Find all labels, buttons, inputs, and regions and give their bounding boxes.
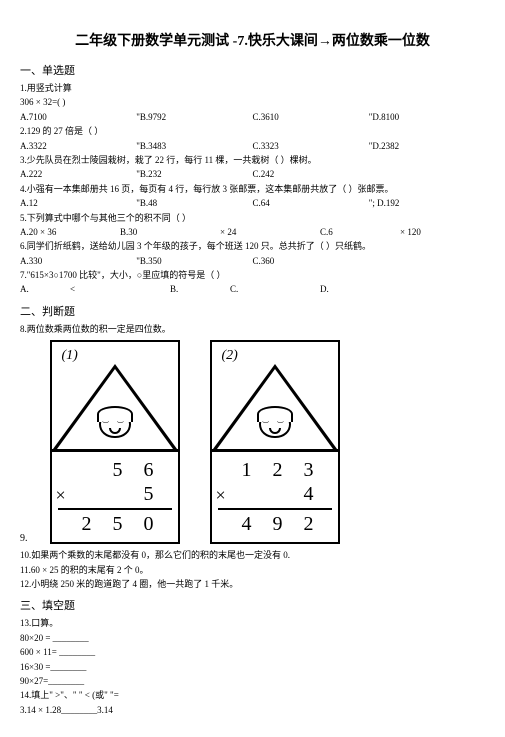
q7-opt-b: < bbox=[70, 282, 170, 296]
section-3-heading: 三、填空题 bbox=[20, 597, 485, 613]
figure-2-roof: ︶ ︶ bbox=[212, 364, 338, 449]
calc-3: 16×30 =________ bbox=[20, 660, 485, 674]
q9-label: 9. bbox=[20, 533, 28, 544]
times-icon: × bbox=[216, 485, 234, 507]
q3-opt-c: C.242 bbox=[253, 167, 369, 181]
figure-1-line2: 5 bbox=[144, 482, 162, 506]
q1-stem: 1.用竖式计算 bbox=[20, 81, 485, 95]
figure-2-calc: 1 2 3 × 4 4 9 2 bbox=[212, 452, 338, 542]
q2-options: A.3322 "B.3483 C.3323 "D.2382 bbox=[20, 139, 485, 153]
q4-opt-d: "; D.192 bbox=[369, 196, 485, 210]
q6-opt-d bbox=[369, 254, 485, 268]
q3-opt-b: "B.232 bbox=[136, 167, 252, 181]
q3-stem: 3.少先队员在烈士陵园栽树，栽了 22 行，每行 11 棵，一共栽树（ ）棵树。 bbox=[20, 153, 485, 167]
q1-opt-b: "B.9792 bbox=[136, 110, 252, 124]
q12-stem: 12.小明绕 250 米的跑道跑了 4 圈，他一共跑了 1 千米。 bbox=[20, 577, 485, 591]
q4-opt-a: A.12 bbox=[20, 196, 136, 210]
q6-opt-b: "B.350 bbox=[136, 254, 252, 268]
q6-options: A.330 "B.350 C.360 bbox=[20, 254, 485, 268]
q5-opt-d: C.6 bbox=[320, 225, 400, 239]
times-icon: × bbox=[56, 485, 74, 507]
figure-2-line3: 4 9 2 bbox=[222, 512, 328, 536]
figure-2-line1: 1 2 3 bbox=[222, 458, 328, 482]
q4-options: A.12 "B.48 C.64 "; D.192 bbox=[20, 196, 485, 210]
calc-4: 90×27=________ bbox=[20, 674, 485, 688]
q5-opt-c: × 24 bbox=[220, 225, 320, 239]
q2-opt-a: A.3322 bbox=[20, 139, 136, 153]
q5-opt-b: B.30 bbox=[120, 225, 220, 239]
figure-row: (1) ︶ ︶ 5 6 × 5 2 5 0 (2) ︶ ︶ bbox=[50, 340, 340, 544]
figure-1: (1) ︶ ︶ 5 6 × 5 2 5 0 bbox=[50, 340, 180, 544]
q1-options: A.7100 "B.9792 C.3610 "D.8100 bbox=[20, 110, 485, 124]
figure-2-num: (2) bbox=[212, 348, 338, 364]
figure-1-calc: 5 6 × 5 2 5 0 bbox=[52, 452, 178, 542]
q6-opt-a: A.330 bbox=[20, 254, 136, 268]
q1-opt-d: "D.8100 bbox=[369, 110, 485, 124]
q14-stem: 14.填上" >"、" " < (或" "= bbox=[20, 688, 485, 702]
q4-stem: 4.小强有一本集邮册共 16 页，每页有 4 行，每行放 3 张邮票，这本集邮册… bbox=[20, 182, 485, 196]
figure-1-num: (1) bbox=[52, 348, 178, 364]
q5-opt-e: × 120 bbox=[400, 225, 460, 239]
q6-stem: 6.同学们折纸鹤，送给幼儿园 3 个年级的孩子，每个班送 120 只。总共折了（… bbox=[20, 239, 485, 253]
q6-opt-c: C.360 bbox=[253, 254, 369, 268]
q7-opt-c: C. bbox=[230, 282, 320, 296]
page-title: 二年级下册数学单元测试 -7.快乐大课间→两位数乘一位数 bbox=[20, 30, 485, 50]
q4-opt-b: "B.48 bbox=[136, 196, 252, 210]
q2-stem: 2.129 的 27 倍是（ ） bbox=[20, 124, 485, 138]
q1-sub: 306 × 32=( ) bbox=[20, 95, 485, 109]
q5-stem: 5.下列算式中哪个与其他三个的积不同（ ） bbox=[20, 211, 485, 225]
figure-2-line2: 4 bbox=[304, 482, 322, 506]
q7-opt-a: A. bbox=[20, 282, 70, 296]
q11-stem: 11.60 × 25 的积的末尾有 2 个 0。 bbox=[20, 563, 485, 577]
q3-options: A.222 "B.232 C.242 bbox=[20, 167, 485, 181]
q2-opt-b: "B.3483 bbox=[136, 139, 252, 153]
q3-opt-a: A.222 bbox=[20, 167, 136, 181]
calc-1: 80×20 = ________ bbox=[20, 631, 485, 645]
section-2-heading: 二、判断题 bbox=[20, 303, 485, 319]
q2-opt-d: "D.2382 bbox=[369, 139, 485, 153]
q8-stem: 8.两位数乘两位数的积一定是四位数。 bbox=[20, 322, 485, 336]
q7-opt-blabel: B. bbox=[170, 282, 230, 296]
q13-stem: 13.口算。 bbox=[20, 616, 485, 630]
figure-1-line3: 2 5 0 bbox=[62, 512, 168, 536]
q5-opt-a: A.20 × 36 bbox=[20, 225, 120, 239]
q5-options: A.20 × 36 B.30 × 24 C.6 × 120 bbox=[20, 225, 505, 239]
q2-opt-c: C.3323 bbox=[253, 139, 369, 153]
q4-opt-c: C.64 bbox=[253, 196, 369, 210]
figure-2: (2) ︶ ︶ 1 2 3 × 4 4 9 2 bbox=[210, 340, 340, 544]
q7-opt-d: D. bbox=[320, 282, 380, 296]
q10-stem: 10.如果两个乘数的末尾都没有 0，那么它们的积的末尾也一定没有 0. bbox=[20, 548, 485, 562]
q3-opt-d bbox=[369, 167, 485, 181]
q7-stem: 7."615×3○1700 比较"，大小，○里应填的符号是（ ） bbox=[20, 268, 485, 282]
figure-1-line1: 5 6 bbox=[62, 458, 168, 482]
q1-opt-a: A.7100 bbox=[20, 110, 136, 124]
figure-1-roof: ︶ ︶ bbox=[52, 364, 178, 449]
calc-5: 3.14 × 1.28________3.14 bbox=[20, 703, 485, 717]
section-1-heading: 一、单选题 bbox=[20, 62, 485, 78]
face-icon: ︶ ︶ bbox=[99, 410, 131, 438]
face-icon: ︶ ︶ bbox=[259, 410, 291, 438]
q7-options: A. < B. C. D. bbox=[20, 282, 485, 296]
calc-2: 600 × 11= ________ bbox=[20, 645, 485, 659]
q1-opt-c: C.3610 bbox=[253, 110, 369, 124]
